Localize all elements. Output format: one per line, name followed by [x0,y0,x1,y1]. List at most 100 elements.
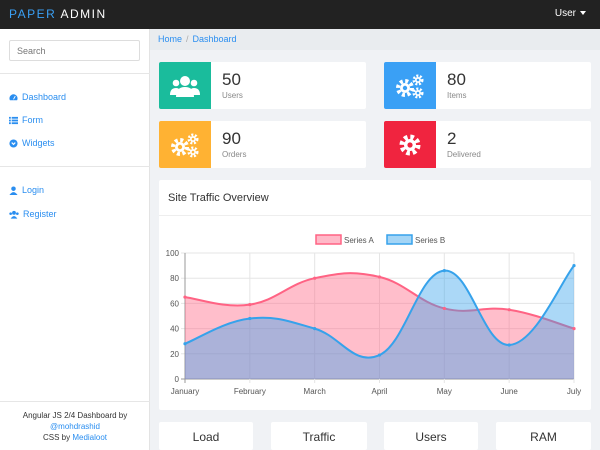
y-tick-label: 0 [175,375,180,384]
stat-card-users: 50 Users [159,62,366,109]
sidebar-item-register[interactable]: Register [9,209,57,219]
data-point[interactable] [572,327,576,331]
tile-label: Users [415,430,447,444]
breadcrumb: Home / Dashboard [150,29,600,50]
chart-title: Site Traffic Overview [168,192,269,204]
y-tick-label: 60 [170,299,179,308]
data-point[interactable] [442,269,446,273]
data-point[interactable] [507,343,511,347]
sidebar-footer: Angular JS 2/4 Dashboard by @mohdrashid … [0,410,150,443]
stat-card-items: 80 Items [384,62,591,109]
data-point[interactable] [183,342,187,346]
legend-label[interactable]: Series B [415,236,445,245]
x-tick-label: June [500,387,518,396]
caret-down-icon [580,11,586,16]
stat-label: Delivered [447,150,481,159]
sidebar-divider [0,73,150,74]
data-point[interactable] [313,327,317,331]
data-point[interactable] [442,306,446,311]
sidebar-item-label: Login [22,185,45,195]
x-tick-label: May [437,387,452,396]
users-icon [9,210,19,219]
sidebar-divider [0,401,150,402]
legend-swatch[interactable] [386,234,413,245]
stat-icon-box [384,121,436,168]
footer-credit: Angular JS 2/4 Dashboard by [22,411,128,420]
traffic-chart-card: Site Traffic Overview 0 20 40 60 80 100 Januar… [159,180,591,410]
stat-icon-box [159,121,211,168]
stat-icon-box [384,62,436,109]
x-tick-label: February [234,387,266,396]
x-tick-label: July [567,387,581,396]
top-navbar: PAPER ADMIN User [0,0,600,29]
tile-load[interactable]: Load [159,422,253,450]
stat-label: Users [222,91,243,100]
user-menu-button[interactable]: User [555,8,586,19]
x-tick-label: March [304,387,326,396]
dashboard-icon [9,93,18,100]
traffic-chart: 0 20 40 60 80 100 January February March April May… [166,234,581,396]
tile-label: RAM [530,430,557,444]
sidebar-item-label: Form [22,115,43,125]
user-icon [9,185,18,195]
sidebar-item-label: Dashboard [22,92,67,102]
data-point[interactable] [377,275,382,279]
series-area-a [185,273,574,379]
footer-css-credit: CSS by [42,433,71,442]
data-point[interactable] [377,353,382,357]
users-icon [170,75,200,97]
stat-card-orders: 90 Orders [159,121,366,168]
y-tick-label: 40 [170,325,179,334]
gears-icon [171,133,199,157]
sidebar-item-label: Widgets [22,138,55,148]
series-area-b [185,265,574,379]
breadcrumb-separator: / [186,34,189,44]
stat-value: 90 [222,129,241,148]
data-point[interactable] [248,303,252,307]
legend-swatch[interactable] [315,234,342,245]
stat-label: Orders [222,150,247,159]
tile-users[interactable]: Users [384,422,478,450]
brand-part-1: PAPER [9,7,57,21]
stat-icon-box [159,62,211,109]
legend-label[interactable]: Series A [344,236,374,245]
data-point[interactable] [248,316,252,321]
data-point[interactable] [507,308,511,312]
sidebar-item-login[interactable]: Login [9,185,44,195]
sidebar-item-label: Register [23,209,57,219]
search-input[interactable] [9,40,140,61]
y-tick-label: 80 [170,274,179,283]
chevron-circle-icon [9,138,18,148]
stat-label: Items [447,91,467,100]
tile-label: Traffic [302,430,336,444]
stat-card-delivered: 2 Delivered [384,121,591,168]
stat-value: 2 [447,129,457,148]
sidebar-item-dashboard[interactable]: Dashboard [9,92,66,102]
tile-traffic[interactable]: Traffic [271,422,367,450]
gear-icon [399,134,421,155]
medialoot-link[interactable]: Medialoot [72,433,108,442]
sidebar-divider [0,166,150,167]
data-point[interactable] [183,295,187,299]
data-point[interactable] [313,276,317,280]
breadcrumb-home-link[interactable]: Home [158,34,183,44]
sidebar: Dashboard Form Widgets Login Register An… [0,29,150,450]
stat-value: 80 [447,70,466,89]
sidebar-item-form[interactable]: Form [9,115,43,125]
tile-label: Load [192,430,220,444]
chart-divider [159,215,591,216]
tile-ram[interactable]: RAM [496,422,591,450]
stat-value: 50 [222,70,241,89]
y-tick-label: 20 [170,350,179,359]
brand-part-2: ADMIN [60,7,107,21]
sidebar-item-widgets[interactable]: Widgets [9,138,55,148]
data-point[interactable] [572,264,576,268]
x-tick-label: April [371,387,387,396]
y-tick-label: 100 [166,249,180,258]
user-menu-label: User [554,8,576,19]
breadcrumb-current[interactable]: Dashboard [192,34,237,44]
author-link[interactable]: @mohdrashid [50,422,100,431]
brand-logo[interactable]: PAPER ADMIN [9,7,107,21]
list-icon [9,116,18,124]
x-tick-label: January [171,387,199,396]
